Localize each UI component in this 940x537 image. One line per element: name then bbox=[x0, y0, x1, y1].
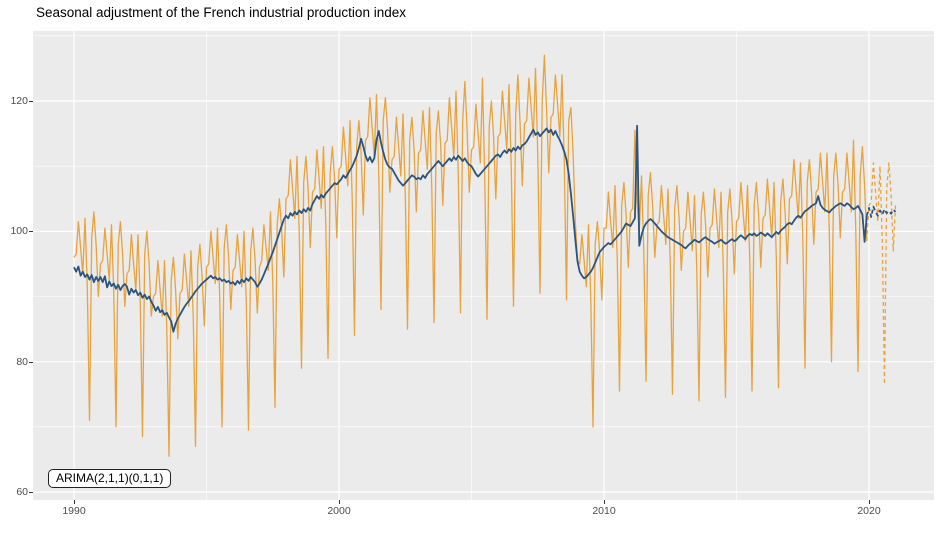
y-tick-label: 80 bbox=[16, 355, 28, 368]
plot-panel: ARIMA(2,1,1)(0,1,1) bbox=[33, 31, 934, 500]
x-tick-label: 2010 bbox=[592, 505, 616, 517]
x-tick-mark bbox=[339, 500, 340, 504]
x-tick-label: 2000 bbox=[327, 505, 351, 517]
x-tick-label: 1990 bbox=[62, 505, 86, 517]
x-tick-mark bbox=[869, 500, 870, 504]
y-tick-mark bbox=[29, 492, 33, 494]
seasonally-adjusted-forecast-line bbox=[865, 205, 897, 218]
y-tick-mark bbox=[29, 101, 33, 102]
y-tick-mark bbox=[29, 231, 33, 233]
y-tick-label: 120 bbox=[10, 95, 28, 107]
plot-svg bbox=[33, 31, 934, 500]
x-tick-mark bbox=[74, 500, 75, 504]
raw-index-line bbox=[73, 54, 868, 457]
chart-title: Seasonal adjustment of the French indust… bbox=[36, 5, 406, 20]
raw-index-forecast-line bbox=[866, 162, 897, 386]
y-tick-label: 60 bbox=[16, 486, 28, 499]
y-tick-mark bbox=[29, 361, 33, 363]
seasonally-adjusted-line bbox=[73, 124, 868, 333]
x-tick-label: 2020 bbox=[857, 505, 881, 517]
model-annotation: ARIMA(2,1,1)(0,1,1) bbox=[48, 469, 172, 488]
x-tick-mark bbox=[604, 500, 605, 504]
y-tick-label: 100 bbox=[10, 225, 28, 238]
